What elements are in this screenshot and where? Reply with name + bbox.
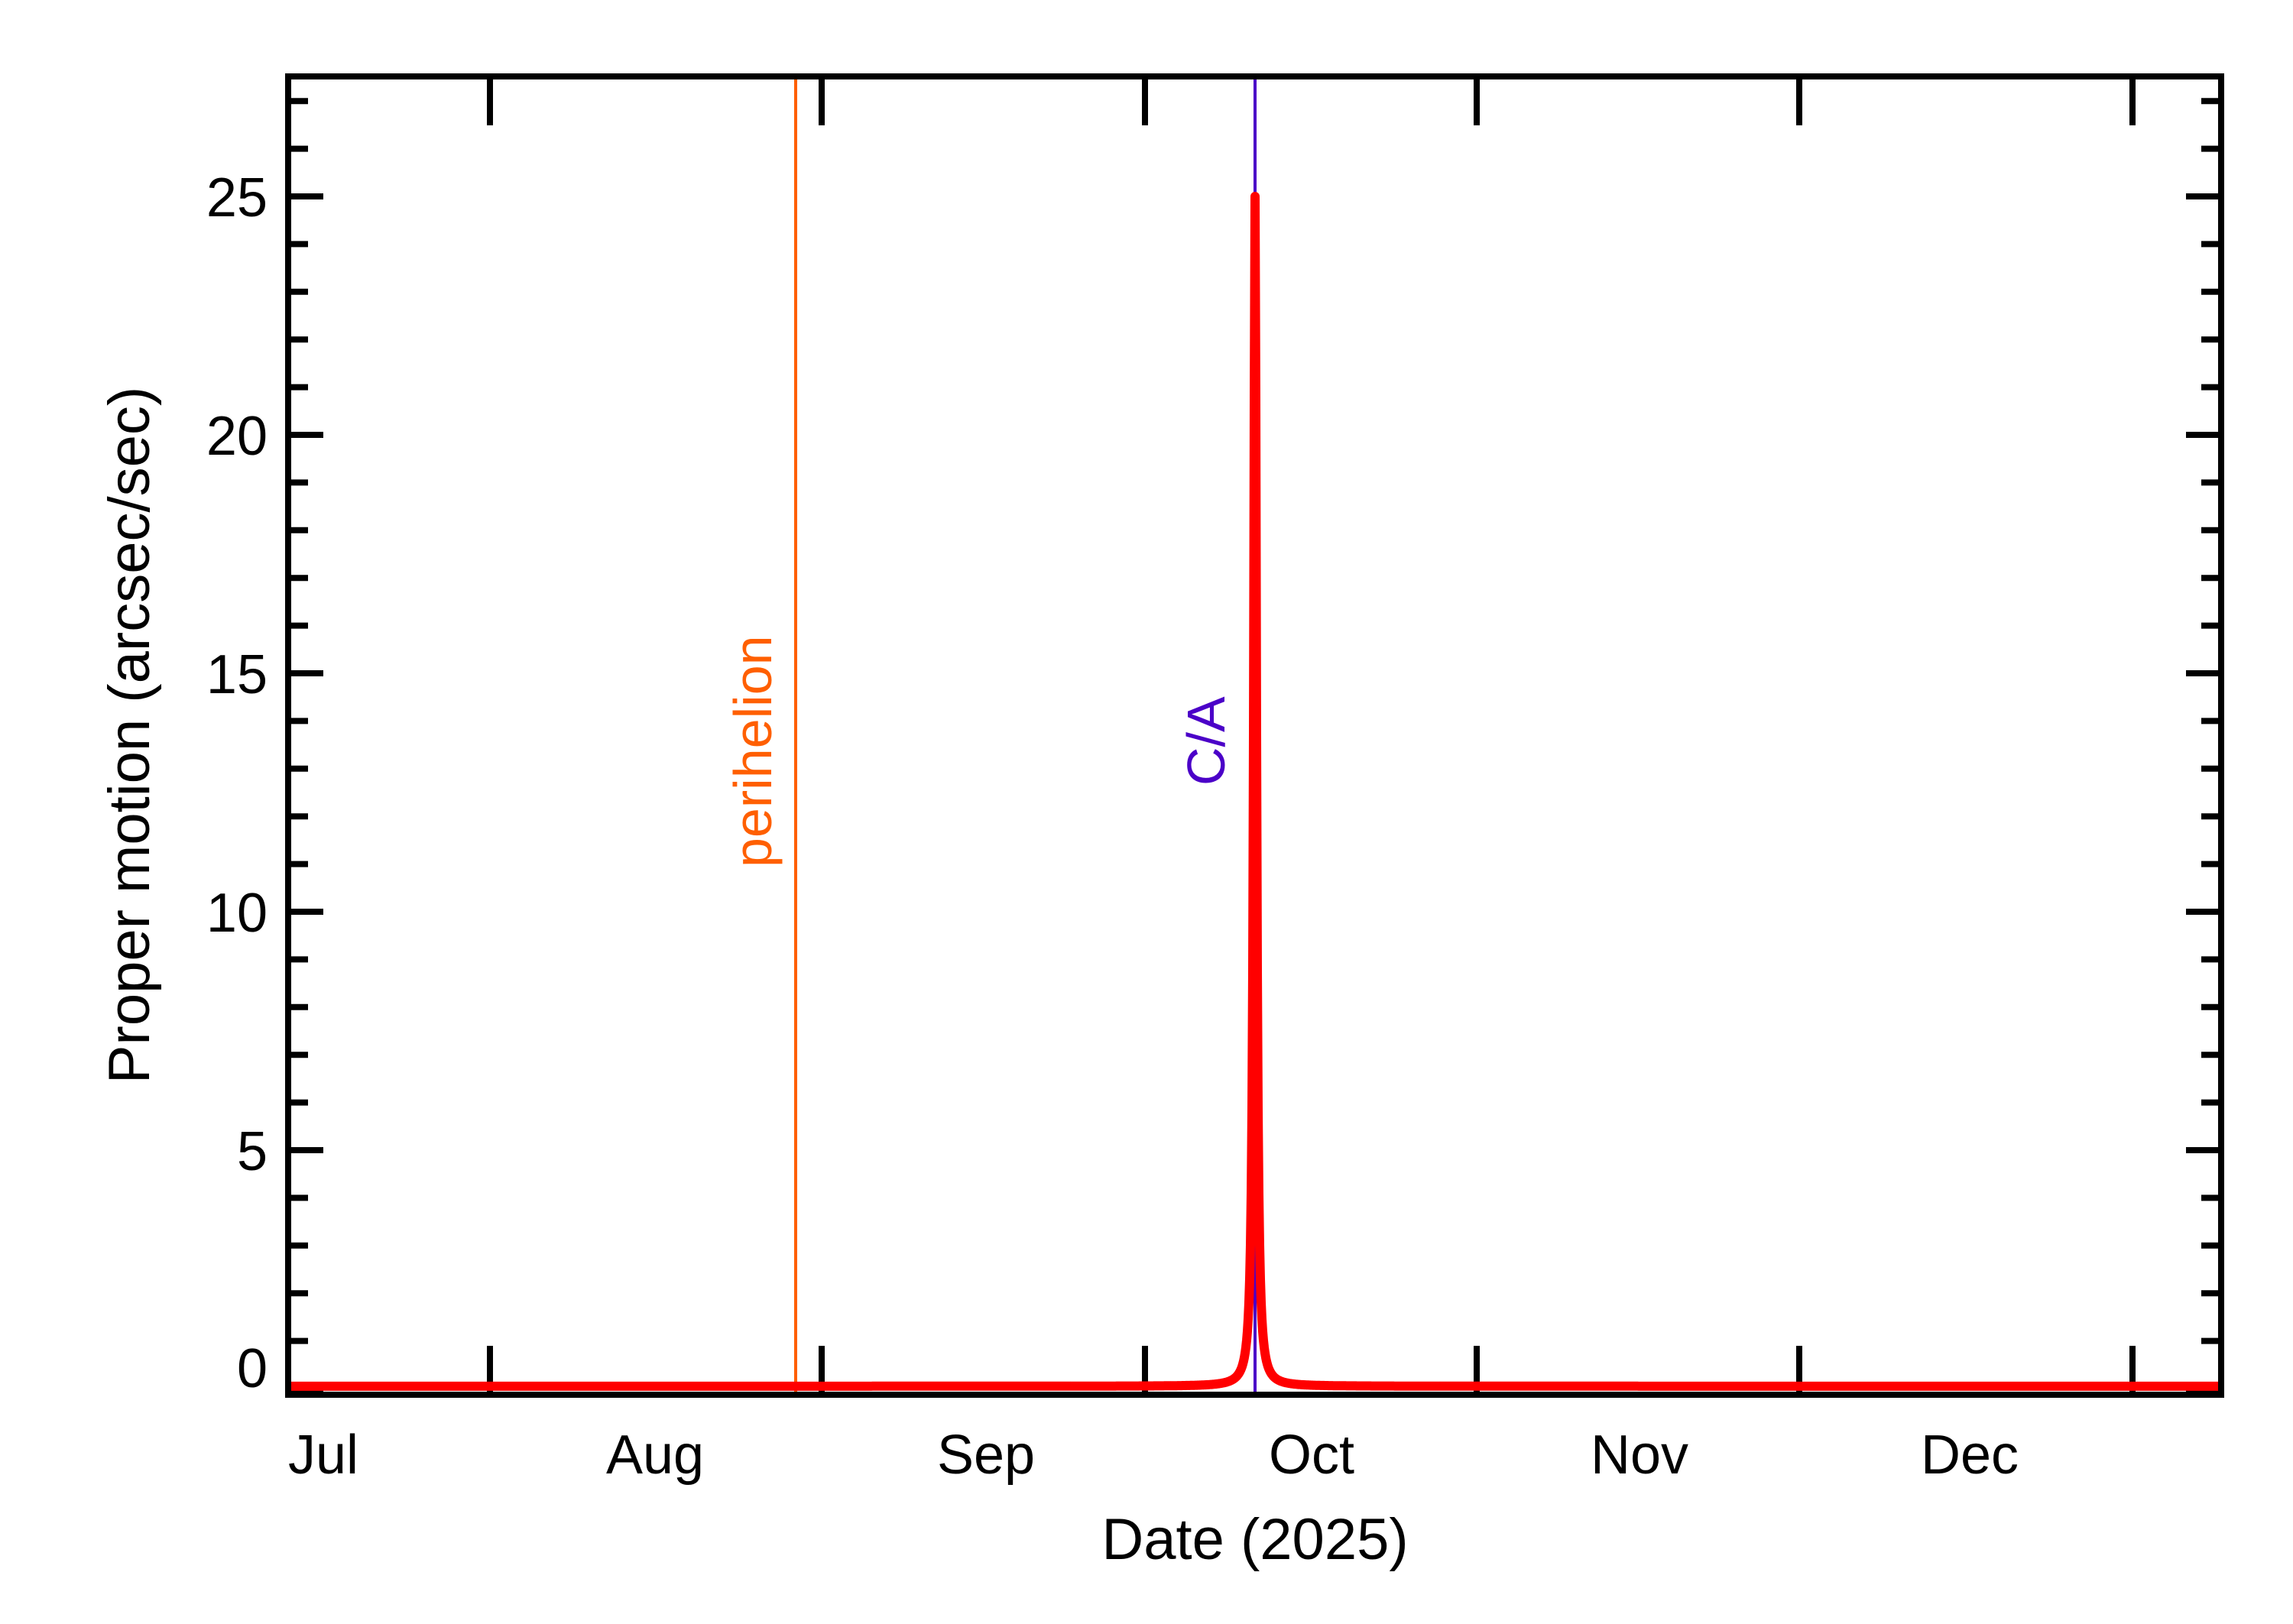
y-axis-title: Proper motion (arcsec/sec) xyxy=(97,387,162,1084)
x-tick-label: Oct xyxy=(1269,1425,1354,1486)
x-tick-label: Sep xyxy=(937,1425,1035,1486)
x-tick-label: Nov xyxy=(1591,1425,1688,1486)
perihelion-label: perihelion xyxy=(723,635,783,867)
proper-motion-series-line xyxy=(287,192,2222,1391)
y-tick-label: 20 xyxy=(206,406,268,467)
y-tick-label: 10 xyxy=(206,883,268,944)
y-axis-tick-labels: 0 5 10 15 20 25 xyxy=(206,167,268,1399)
perihelion-marker: perihelion xyxy=(723,76,797,1395)
axis-ticks xyxy=(288,76,2221,1395)
y-tick-label: 0 xyxy=(237,1338,268,1399)
close-approach-marker: C/A xyxy=(1176,76,1257,1395)
x-tick-label: Aug xyxy=(606,1425,704,1486)
y-tick-label: 15 xyxy=(206,644,268,705)
y-tick-label: 5 xyxy=(237,1121,268,1182)
y-tick-label: 25 xyxy=(206,167,268,229)
close-approach-label: C/A xyxy=(1176,696,1236,786)
x-axis-tick-labels: Jul Aug Sep Oct Nov Dec xyxy=(288,1425,2019,1486)
plot-frame xyxy=(285,73,2224,1398)
x-tick-label: Jul xyxy=(288,1425,358,1486)
x-tick-label: Dec xyxy=(1921,1425,2019,1486)
x-axis-title: Date (2025) xyxy=(1101,1507,1408,1572)
